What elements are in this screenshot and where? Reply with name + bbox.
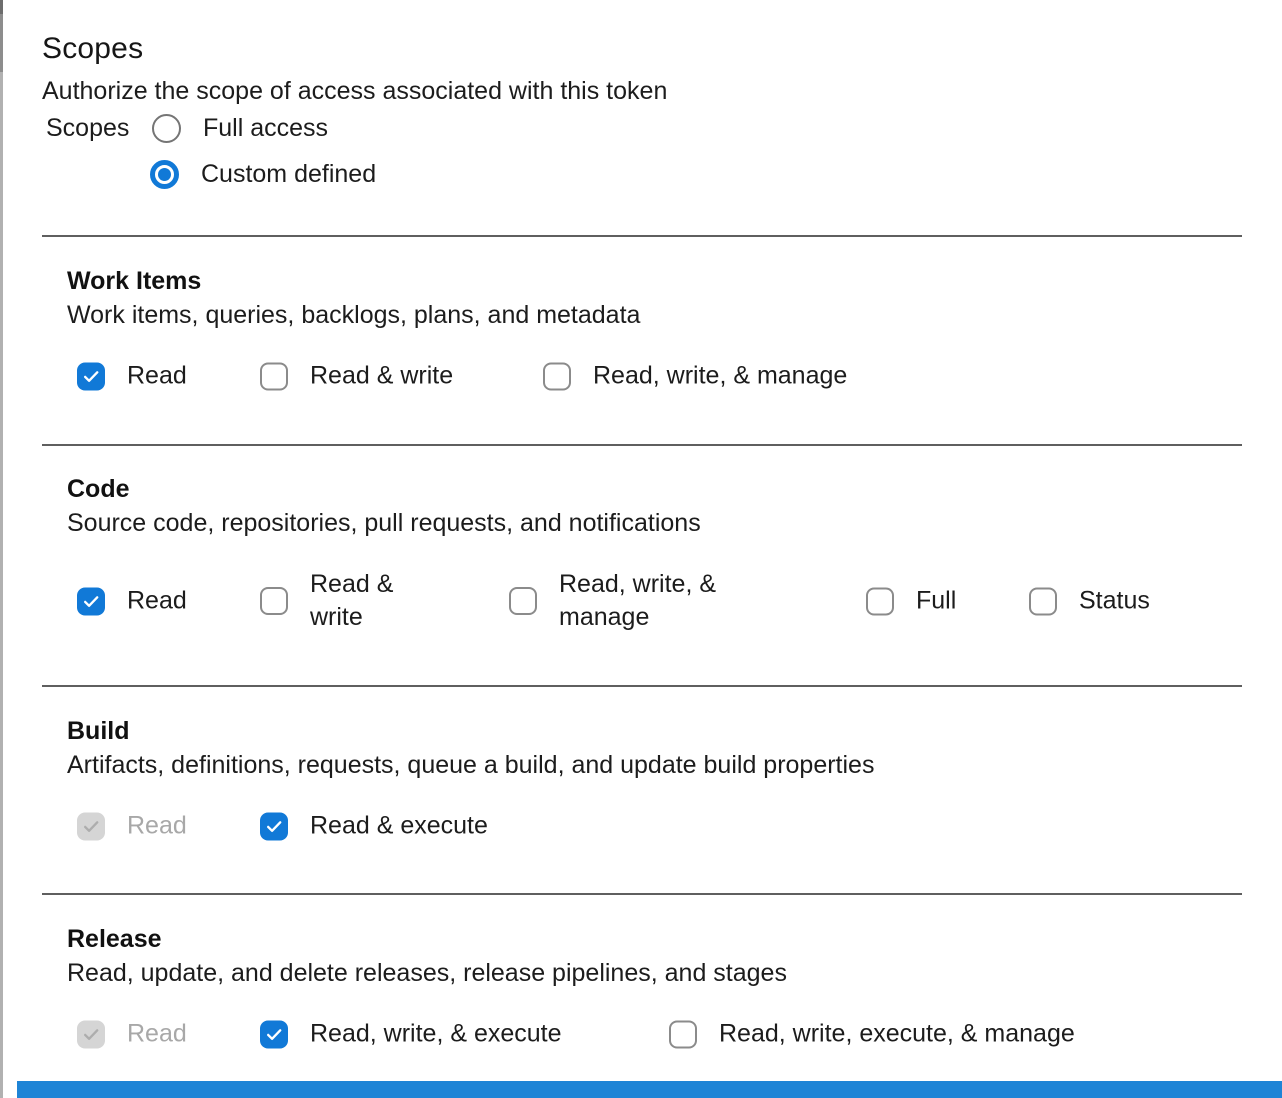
radio-icon[interactable] [152,113,181,143]
checkbox-icon[interactable] [669,1020,697,1048]
checkbox-icon[interactable] [1029,587,1057,615]
checkbox-icon[interactable] [260,812,288,840]
divider [42,444,1242,446]
radio-custom-defined[interactable]: Custom defined [150,159,376,189]
checkbox-icon[interactable] [543,362,571,390]
divider [42,685,1242,687]
section-title-code: Code [67,475,130,503]
page-subtitle: Authorize the scope of access associated… [42,77,668,105]
checkbox-read[interactable]: Read [77,585,187,618]
checkbox-row-build: Read Read & execute [0,798,1282,854]
section-desc-code: Source code, repositories, pull requests… [67,509,701,537]
checkbox-label: Read [127,811,187,840]
checkbox-label: Read & write [310,570,394,631]
checkbox-read-write-execute-manage[interactable]: Read, write, execute, & manage [669,1018,1075,1051]
checkbox-icon[interactable] [866,587,894,615]
radio-icon[interactable] [150,159,179,189]
checkbox-icon[interactable] [77,362,105,390]
left-edge-line [0,0,3,1098]
divider [42,235,1242,237]
checkbox-label: Read & execute [310,811,488,840]
divider [42,893,1242,895]
checkbox-label: Status [1079,586,1150,615]
section-title-release: Release [67,925,162,953]
checkbox-row-work-items: Read Read & write Read, write, & manage [0,348,1282,404]
checkbox-read-write-manage[interactable]: Read, write, & manage [509,568,759,634]
checkbox-row-release: Read Read, write, & execute Read, write,… [0,1006,1282,1062]
checkbox-read[interactable]: Read [77,360,187,393]
checkbox-read-write-execute[interactable]: Read, write, & execute [260,1018,562,1051]
page-title: Scopes [42,32,144,65]
checkbox-label: Read, write, & manage [559,570,717,631]
checkbox-row-code: Read Read & write Read, write, & manage … [0,568,1282,634]
checkbox-label: Read, write, & manage [593,361,848,390]
checkbox-icon[interactable] [260,362,288,390]
checkbox-icon [77,1020,105,1048]
checkbox-icon[interactable] [77,587,105,615]
checkbox-icon[interactable] [260,1020,288,1048]
checkbox-read-write-manage[interactable]: Read, write, & manage [543,360,847,393]
checkbox-icon[interactable] [509,587,537,615]
left-scrollbar-top [0,0,3,14]
checkbox-icon [77,812,105,840]
checkbox-full[interactable]: Full [866,585,956,618]
checkbox-read-disabled: Read [77,810,187,843]
checkbox-label: Read, write, execute, & manage [719,1019,1075,1048]
section-title-work-items: Work Items [67,267,202,295]
radio-full-access[interactable]: Full access [152,113,328,143]
radio-label: Custom defined [201,160,377,188]
checkbox-read-disabled: Read [77,1018,187,1051]
radio-label: Full access [203,114,329,142]
checkbox-read-write[interactable]: Read & write [260,568,410,634]
section-desc-work-items: Work items, queries, backlogs, plans, an… [67,301,641,329]
checkbox-label: Read [127,1019,187,1048]
checkbox-read-execute[interactable]: Read & execute [260,810,488,843]
checkbox-label: Full [916,586,957,615]
checkbox-status[interactable]: Status [1029,585,1150,618]
section-desc-release: Read, update, and delete releases, relea… [67,959,787,987]
checkbox-label: Read, write, & execute [310,1019,562,1048]
left-scrollbar-segment [0,0,3,72]
scopes-field-label: Scopes [46,114,130,142]
section-title-build: Build [67,717,130,745]
checkbox-label: Read [127,361,187,390]
bottom-accent-bar [17,1081,1282,1098]
checkbox-icon[interactable] [260,587,288,615]
section-desc-build: Artifacts, definitions, requests, queue … [67,751,875,779]
checkbox-read-write[interactable]: Read & write [260,360,453,393]
checkbox-label: Read [127,586,187,615]
checkbox-label: Read & write [310,361,454,390]
